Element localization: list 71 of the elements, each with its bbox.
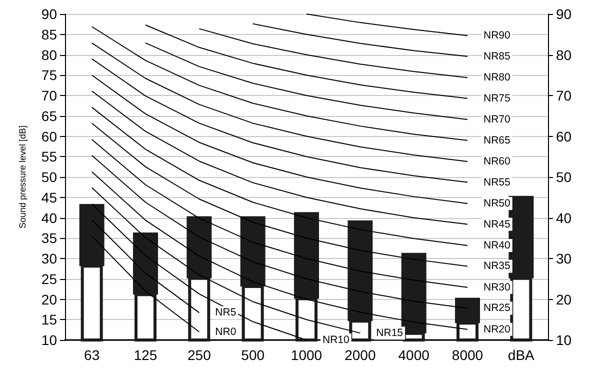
series-label: NR65 xyxy=(484,134,511,146)
series-label: NR75 xyxy=(484,92,511,104)
series-label: NR80 xyxy=(484,72,511,84)
y2-tick-label: 40 xyxy=(556,210,572,226)
y-tick-label: 10 xyxy=(41,332,58,348)
series-label: NR10 xyxy=(322,334,350,346)
y-tick-label: 20 xyxy=(41,291,58,308)
series-label: NR40 xyxy=(484,239,511,252)
y-tick-label: 45 xyxy=(41,189,58,206)
y-tick-label: 75 xyxy=(41,67,58,84)
line-series xyxy=(91,154,468,309)
series-label: NR15 xyxy=(376,327,404,340)
y-tick-label: 25 xyxy=(41,270,58,287)
series-label: NR35 xyxy=(484,260,511,272)
line-series xyxy=(91,26,468,141)
x-tick-label: 2000 xyxy=(344,347,376,363)
y-tick-label: 15 xyxy=(41,312,58,328)
line-series xyxy=(91,90,468,225)
y2-tick-label: 50 xyxy=(556,169,572,185)
y2-tick-label: 60 xyxy=(556,128,572,144)
y2-tick-label: 20 xyxy=(556,291,572,308)
line-series xyxy=(91,139,468,288)
x-tick-label: 500 xyxy=(241,347,265,363)
y-tick-label: 90 xyxy=(41,6,58,22)
series-label: NR55 xyxy=(484,176,511,188)
line-series xyxy=(91,106,468,246)
series-label: NR70 xyxy=(484,114,511,126)
series-label: NR20 xyxy=(484,323,511,336)
y-tick-label: 30 xyxy=(41,250,58,266)
line-series xyxy=(252,23,468,57)
series-label: NR85 xyxy=(484,50,511,62)
x-tick-label: 250 xyxy=(187,347,212,363)
series-label: NR5 xyxy=(215,306,236,319)
y2-tick-label: 10 xyxy=(556,332,572,348)
line-series xyxy=(306,14,468,36)
y-tick-label: 80 xyxy=(41,46,58,63)
y-tick-label: 65 xyxy=(41,108,58,124)
series-label: NR0 xyxy=(215,326,236,338)
y-tick-label: 40 xyxy=(41,210,58,226)
line-series xyxy=(145,42,468,120)
y-tick-label: 35 xyxy=(41,230,58,246)
series-label: NR25 xyxy=(484,302,511,314)
x-tick-label: 4000 xyxy=(398,347,430,363)
y-tick-label: 85 xyxy=(41,26,58,42)
y2-tick-label: 80 xyxy=(556,46,572,63)
line-series xyxy=(91,58,468,183)
series-label: NR45 xyxy=(484,218,511,230)
y2-tick-label: 30 xyxy=(556,250,572,266)
x-tick-label: 1000 xyxy=(290,347,322,363)
series-label: NR30 xyxy=(484,281,511,294)
x-tick-label: 63 xyxy=(84,347,100,363)
x-tick-label: 125 xyxy=(134,347,158,363)
y-tick-label: 50 xyxy=(41,169,58,185)
line-series xyxy=(91,74,468,204)
line-series xyxy=(145,24,468,99)
series-label: NR60 xyxy=(484,156,511,168)
series-label: NR50 xyxy=(484,197,511,210)
y-tick-label: 55 xyxy=(41,148,58,165)
series-label: NR90 xyxy=(484,30,511,42)
x-tick-label: dBA xyxy=(508,347,536,363)
y2-tick-label: 90 xyxy=(556,6,572,22)
y-axis-title: Sound pressure level [dB] xyxy=(18,125,28,229)
line-series xyxy=(198,28,468,78)
line-series xyxy=(91,42,468,162)
y2-tick-label: 70 xyxy=(556,88,572,104)
y-tick-label: 60 xyxy=(41,128,58,144)
y-tick-label: 70 xyxy=(41,88,58,104)
line-series xyxy=(91,187,361,334)
x-tick-label: 8000 xyxy=(452,347,484,363)
line-series xyxy=(91,122,468,267)
line-series xyxy=(91,203,307,340)
